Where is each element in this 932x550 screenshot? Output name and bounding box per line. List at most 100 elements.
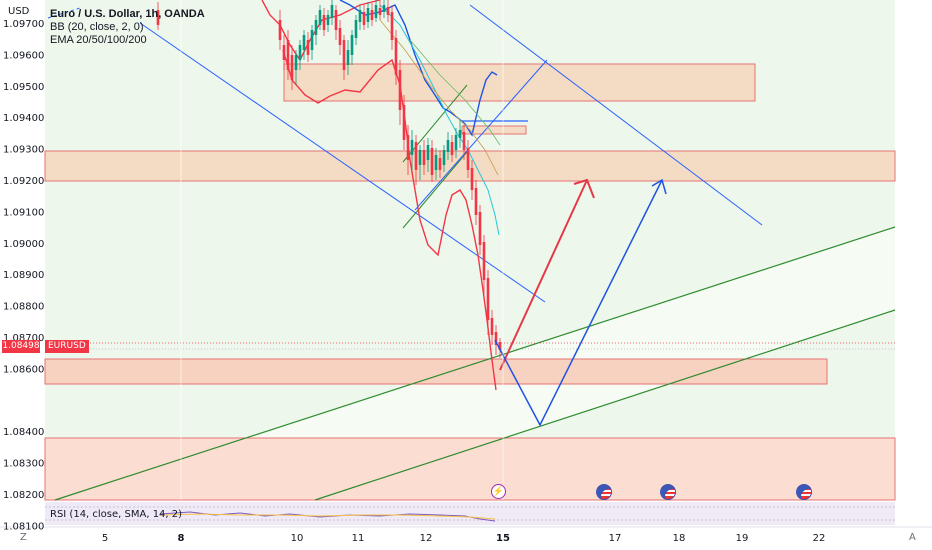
- candle-body: [494, 332, 498, 345]
- candle-body: [318, 10, 322, 25]
- flag-green-2: [402, 151, 468, 229]
- time-tick-label: 22: [813, 533, 826, 544]
- candle-body: [366, 8, 370, 22]
- symbol-title[interactable]: Euro / U.S. Dollar, 1h, OANDA: [50, 8, 205, 20]
- flash-event-icon[interactable]: ⚡: [491, 484, 506, 499]
- candle-body: [322, 15, 326, 30]
- candle-body: [354, 20, 358, 38]
- us-flag-event-icon[interactable]: [596, 484, 612, 500]
- candle-body: [330, 5, 334, 18]
- time-tick-label: 10: [291, 533, 304, 544]
- zone-bottom: [44, 437, 896, 501]
- indicator-ema[interactable]: EMA 20/50/100/200: [50, 34, 147, 46]
- flag-blue: [414, 59, 548, 211]
- bb-lower: [282, 49, 497, 391]
- ema-green: [409, 39, 501, 146]
- candle-body: [486, 278, 490, 320]
- candle-body: [282, 45, 286, 60]
- price-tick-label: 1.08300: [3, 459, 44, 470]
- price-tick-label: 1.09000: [3, 239, 44, 250]
- projection-red-arrow: [499, 179, 588, 371]
- auto-scale-button[interactable]: A: [909, 532, 916, 543]
- candle-body: [378, 8, 382, 15]
- candle-body: [478, 212, 482, 245]
- candle-body: [454, 135, 458, 150]
- candle-body: [286, 40, 290, 70]
- candle-body: [310, 30, 314, 50]
- bb-mid-blue: [339, 0, 498, 137]
- projection-blue-head: [651, 178, 667, 195]
- candle-body: [294, 55, 298, 70]
- candle-body: [490, 318, 494, 335]
- time-tick-label: 5: [102, 533, 108, 544]
- candle-body: [326, 15, 330, 25]
- candlesticks: [156, 0, 502, 358]
- price-tick-label: 1.09200: [3, 176, 44, 187]
- candle-body: [450, 142, 454, 155]
- candle-body: [314, 20, 318, 35]
- us-flag-event-icon[interactable]: [796, 484, 812, 500]
- price-tick-label: 1.09600: [3, 50, 44, 61]
- zoom-icon[interactable]: Z: [20, 532, 27, 543]
- candle-body: [458, 130, 462, 138]
- axis-unit-label: USD: [8, 6, 30, 17]
- trendline-green-lower: [314, 309, 896, 501]
- candle-body: [418, 150, 422, 165]
- zone-top: [283, 63, 756, 102]
- chart-legend[interactable]: Euro / U.S. Dollar, 1h, OANDA BB (20, cl…: [50, 8, 205, 47]
- price-tick-label: 1.08900: [3, 270, 44, 281]
- price-tick-label: 1.08700: [3, 333, 44, 344]
- candle-body: [498, 342, 502, 350]
- price-axis[interactable]: 1.09700 1.09600 1.09500 1.09400 1.09300 1.092…: [3, 19, 44, 550]
- price-tick-label: 1.08400: [3, 427, 44, 438]
- price-tick-label: 1.09300: [3, 145, 44, 156]
- flag-green-1: [402, 84, 468, 163]
- price-tick-label: 1.09400: [3, 113, 44, 124]
- price-tick-label: 1.09100: [3, 207, 44, 218]
- candle-body: [462, 132, 466, 150]
- projection-blue-path: [494, 179, 663, 427]
- time-tick-label: 18: [673, 533, 686, 544]
- candle-body: [406, 135, 410, 160]
- candle-body: [306, 40, 310, 55]
- candle-body: [422, 150, 426, 165]
- price-tick-label: 1.08800: [3, 302, 44, 313]
- candle-body: [398, 70, 402, 110]
- candle-body: [298, 45, 302, 60]
- ema-orange: [379, 19, 499, 176]
- candle-body: [474, 188, 478, 215]
- candle-body: [470, 168, 474, 190]
- candle-body: [346, 50, 350, 65]
- rsi-sma: [159, 513, 496, 520]
- candle-body: [302, 35, 306, 50]
- candle-body: [414, 142, 418, 170]
- candle-body: [434, 155, 438, 170]
- time-tick-label: 11: [352, 533, 365, 544]
- candle-body: [382, 5, 386, 12]
- candle-body: [156, 10, 160, 25]
- trendline-green-upper: [54, 226, 896, 501]
- price-tick-label: 1.08100: [3, 521, 44, 532]
- candle-body: [278, 20, 282, 40]
- time-tick-label: 15: [496, 533, 510, 544]
- rsi-legend[interactable]: RSI (14, close, SMA, 14, 2): [50, 509, 183, 520]
- indicator-bb[interactable]: BB (20, close, 2, 0): [50, 21, 144, 33]
- projection-red-head: [573, 178, 595, 199]
- candle-body: [482, 242, 486, 280]
- candle-body: [370, 10, 374, 20]
- candle-body: [290, 55, 294, 80]
- time-axis[interactable]: 5 8 10 11 12 15 17 18 19 22: [102, 0, 826, 544]
- candle-body: [374, 5, 378, 18]
- candle-body: [426, 145, 430, 160]
- candle-body: [394, 38, 398, 75]
- us-flag-event-icon[interactable]: [660, 484, 676, 500]
- candle-body: [350, 35, 354, 55]
- candle-body: [390, 12, 394, 40]
- candle-body: [342, 40, 346, 70]
- current-price-label: 1.08498: [2, 340, 40, 353]
- candle-body: [362, 12, 366, 25]
- symbol-price-label: EURUSD: [45, 340, 89, 353]
- time-tick-label: 8: [178, 533, 185, 544]
- time-tick-label: 12: [420, 533, 433, 544]
